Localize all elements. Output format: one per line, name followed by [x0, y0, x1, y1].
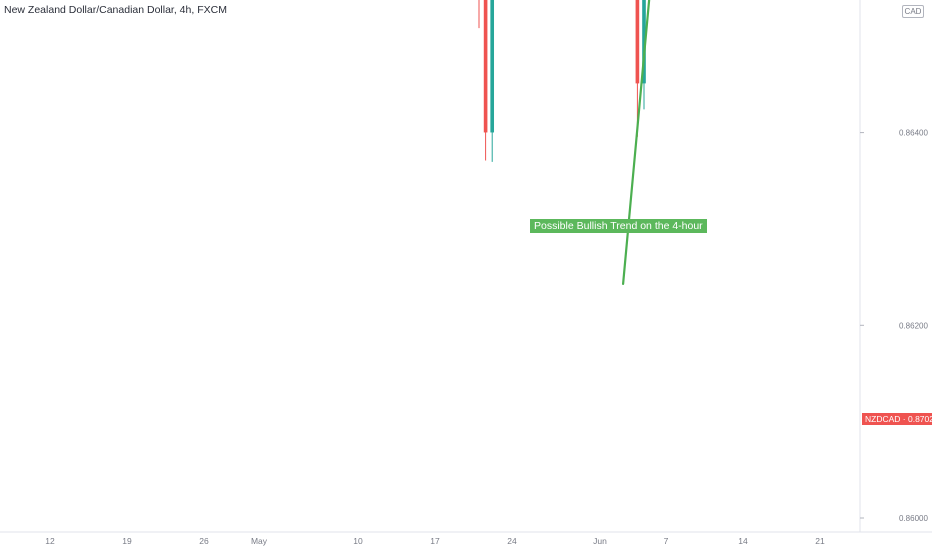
- x-tick-label: 7: [664, 536, 669, 546]
- x-tick-label: 12: [45, 536, 55, 546]
- candle-body: [490, 0, 495, 133]
- y-tick-label: 0.86400: [899, 129, 928, 138]
- candle-body: [642, 0, 646, 84]
- x-tick-label: 17: [430, 536, 440, 546]
- currency-button[interactable]: CAD: [902, 5, 924, 18]
- x-tick-label: 14: [738, 536, 748, 546]
- x-tick-label: May: [251, 536, 268, 546]
- x-tick-label: 19: [122, 536, 132, 546]
- candle-body: [483, 0, 488, 133]
- x-tick-label: 21: [815, 536, 825, 546]
- symbol-label: NZDCAD: [865, 414, 901, 424]
- x-tick-label: Jun: [593, 536, 607, 546]
- last-price-value: 0.87023: [907, 414, 932, 424]
- last-price-tag: NZDCAD · 0.87023: [862, 413, 932, 425]
- candles-group: [478, 0, 646, 162]
- time-axis[interactable]: 12 19 26 May 10 17 24 Jun 7 14 21: [45, 536, 825, 546]
- y-tick-label: 0.86200: [899, 321, 928, 330]
- x-tick-label: 24: [507, 536, 517, 546]
- x-tick-label: 10: [353, 536, 363, 546]
- chart-title: New Zealand Dollar/Canadian Dollar, 4h, …: [4, 4, 227, 16]
- plot-area[interactable]: [0, 0, 860, 532]
- candle-body: [635, 0, 640, 84]
- x-tick-label: 26: [199, 536, 209, 546]
- annotation-label: Possible Bullish Trend on the 4-hour: [530, 219, 707, 233]
- price-axis[interactable]: 0.912000.910000.908000.906000.904000.902…: [860, 0, 928, 523]
- y-tick-label: 0.86000: [899, 514, 928, 523]
